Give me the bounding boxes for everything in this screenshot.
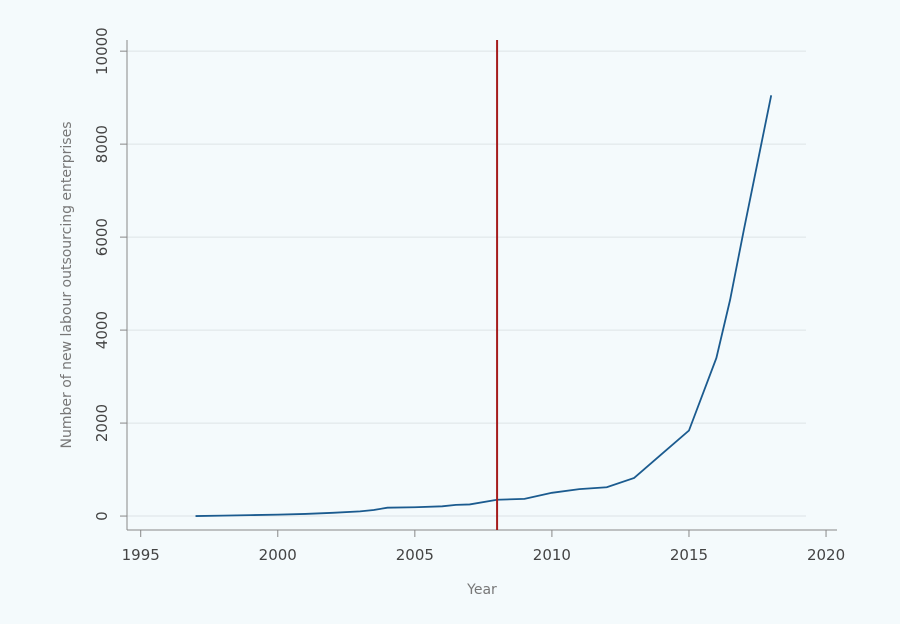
x-tick-label: 2010 <box>533 546 571 564</box>
y-tick-label: 8000 <box>93 125 111 163</box>
x-tick-label: 1995 <box>122 546 160 564</box>
x-tick-label: 2000 <box>259 546 297 564</box>
x-tick-label: 2015 <box>670 546 708 564</box>
y-tick-label: 10000 <box>93 27 111 75</box>
y-tick-label: 6000 <box>93 218 111 256</box>
y-axis-title: Number of new labour outsourcing enterpr… <box>59 121 75 448</box>
y-tick-label: 2000 <box>93 404 111 442</box>
x-tick-label: 2005 <box>396 546 434 564</box>
y-tick-label: 0 <box>93 511 111 521</box>
data-line <box>195 95 773 517</box>
y-tick-label: 4000 <box>93 311 111 349</box>
x-axis-title: Year <box>466 582 497 598</box>
x-tick-label: 2020 <box>807 546 845 564</box>
